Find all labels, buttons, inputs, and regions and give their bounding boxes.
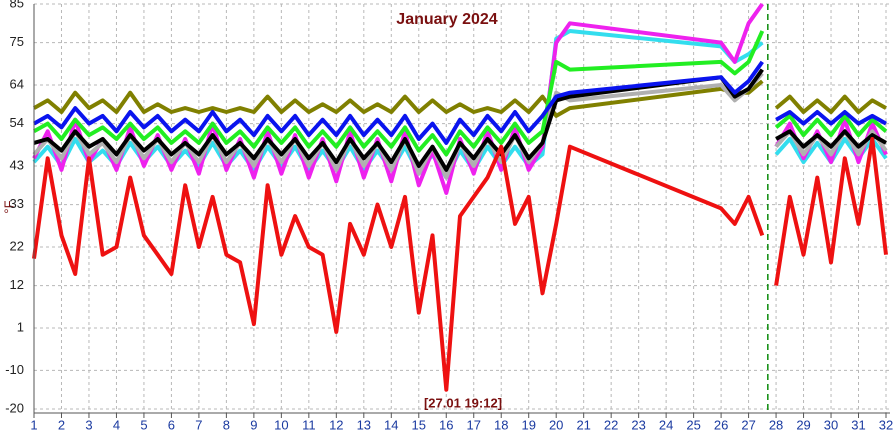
y-tick-label: 22 bbox=[10, 238, 24, 253]
x-tick-label: 12 bbox=[329, 417, 343, 432]
x-tick-label: 9 bbox=[250, 417, 257, 432]
y-tick-label: 33 bbox=[10, 196, 24, 211]
x-tick-label: 10 bbox=[274, 417, 288, 432]
plot bbox=[32, 2, 888, 413]
y-tick-label: -20 bbox=[5, 400, 24, 415]
x-tick-label: 7 bbox=[195, 417, 202, 432]
x-tick-label: 1 bbox=[30, 417, 37, 432]
y-tick-label: 75 bbox=[10, 34, 24, 49]
x-tick-label: 27 bbox=[741, 417, 755, 432]
x-tick-label: 5 bbox=[140, 417, 147, 432]
y-axis-label: °F bbox=[1, 200, 16, 213]
x-tick-label: 11 bbox=[302, 417, 316, 432]
x-tick-label: 4 bbox=[113, 417, 120, 432]
y-tick-label: 43 bbox=[10, 157, 24, 172]
y-tick-label: 12 bbox=[10, 277, 24, 292]
y-tick-label: 64 bbox=[10, 76, 24, 91]
x-tick-label: 22 bbox=[604, 417, 618, 432]
x-tick-label: 6 bbox=[168, 417, 175, 432]
series-line bbox=[33, 79, 887, 118]
x-tick-label: 14 bbox=[384, 417, 398, 432]
x-tick-label: 31 bbox=[851, 417, 865, 432]
chart-title: January 2024 bbox=[396, 11, 498, 28]
series-line bbox=[33, 30, 888, 157]
cursor-label: [27.01 19:12] bbox=[424, 395, 502, 410]
x-tick-label: 17 bbox=[467, 417, 481, 432]
x-tick-label: 19 bbox=[521, 417, 535, 432]
x-tick-label: 18 bbox=[494, 417, 508, 432]
x-tick-label: 2 bbox=[58, 417, 65, 432]
y-tick-label: -10 bbox=[5, 362, 24, 377]
x-tick-label: 3 bbox=[85, 417, 92, 432]
x-tick-label: 25 bbox=[686, 417, 700, 432]
x-tick-label: 29 bbox=[796, 417, 810, 432]
y-tick-label: 1 bbox=[17, 319, 24, 334]
series-line bbox=[33, 60, 887, 145]
series-line bbox=[33, 68, 887, 172]
x-tick-label: 16 bbox=[439, 417, 453, 432]
x-tick-label: 23 bbox=[631, 417, 645, 432]
x-tick-label: 30 bbox=[824, 417, 838, 432]
x-tick-label: 26 bbox=[714, 417, 728, 432]
x-tick-label: 32 bbox=[879, 417, 893, 432]
x-tick-label: 28 bbox=[769, 417, 783, 432]
x-tick-label: 13 bbox=[357, 417, 371, 432]
series-line bbox=[32, 137, 888, 392]
y-tick-label: 54 bbox=[10, 115, 24, 130]
x-tick-label: 20 bbox=[549, 417, 563, 432]
x-tick-label: 24 bbox=[659, 417, 673, 432]
x-tick-label: 8 bbox=[223, 417, 230, 432]
x-tick-label: 21 bbox=[576, 417, 590, 432]
y-tick-label: 85 bbox=[10, 0, 24, 10]
x-tick-label: 15 bbox=[412, 417, 426, 432]
